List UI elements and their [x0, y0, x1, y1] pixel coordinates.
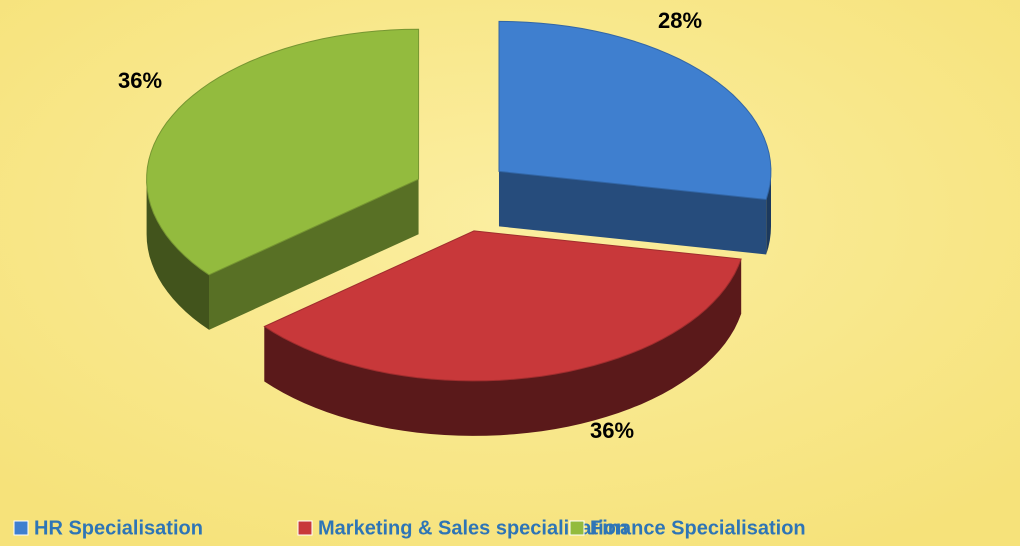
slice-side	[264, 259, 742, 436]
slice-side	[146, 179, 209, 330]
slice-side	[208, 179, 419, 330]
legend-swatch	[569, 520, 585, 536]
slice	[146, 28, 420, 276]
legend-label: HR Specialisation	[34, 517, 203, 539]
data-label: 36%	[118, 68, 162, 93]
data-label: 28%	[658, 8, 702, 33]
data-label: 36%	[590, 418, 634, 443]
legend-label: Finance Specialisation	[590, 517, 806, 539]
slice-side	[766, 171, 771, 255]
legend-swatch	[297, 520, 313, 536]
slice	[263, 230, 742, 382]
slice-side	[498, 171, 767, 255]
slice	[498, 20, 772, 201]
legend-swatch	[13, 520, 29, 536]
legend-label: Marketing & Sales specialisation	[318, 517, 628, 539]
